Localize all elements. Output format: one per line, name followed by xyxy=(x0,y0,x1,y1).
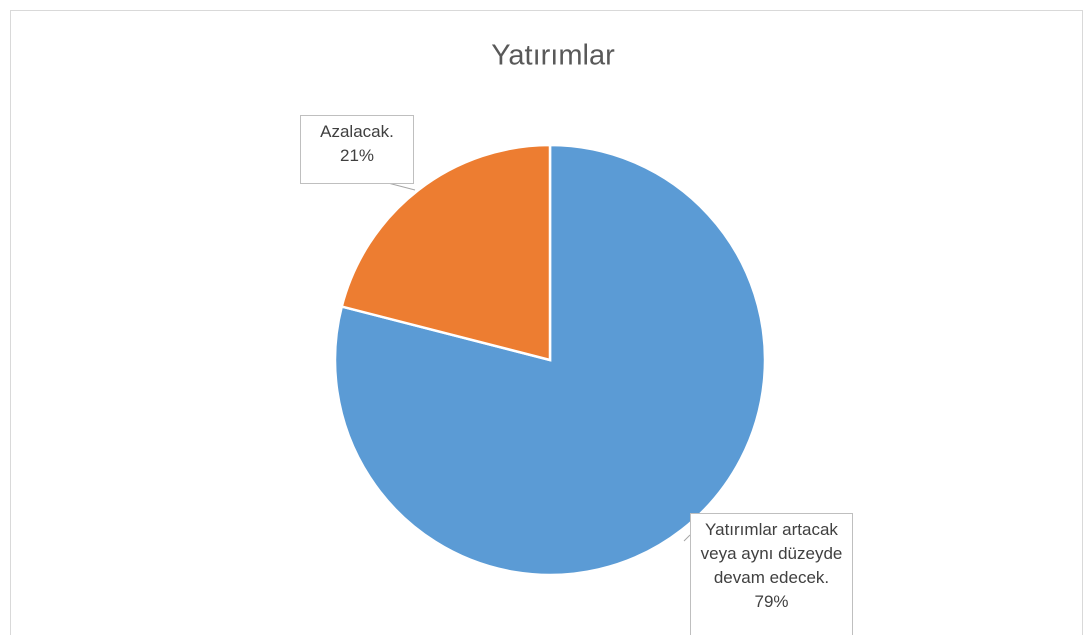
label-category: Yatırımlar artacak veya aynı düzeyde dev… xyxy=(700,520,843,587)
data-label: Azalacak. 21% xyxy=(300,115,414,184)
data-label: Yatırımlar artacak veya aynı düzeyde dev… xyxy=(690,513,853,635)
pie-slice xyxy=(340,143,552,362)
label-category: Azalacak. xyxy=(320,122,394,141)
label-value: 21% xyxy=(339,146,375,165)
label-value: 79% xyxy=(754,592,789,611)
leader-line xyxy=(387,182,416,191)
leader-line xyxy=(683,534,691,542)
chart-title: Yatırımlar xyxy=(491,40,615,72)
pie xyxy=(333,143,767,577)
